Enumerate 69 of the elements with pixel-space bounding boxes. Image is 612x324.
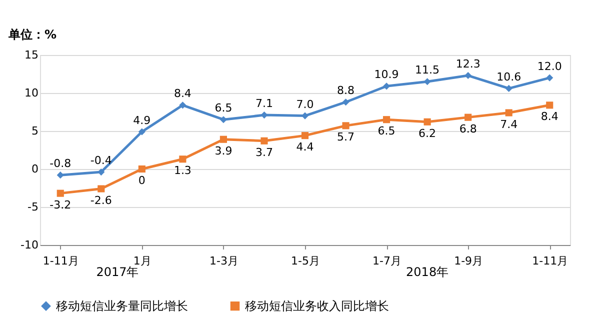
- point: [546, 102, 554, 109]
- data-label: 8.8: [337, 84, 355, 98]
- legend-label: 移动短信业务收入同比增长: [245, 299, 389, 314]
- text: 2017年: [96, 265, 139, 279]
- x-tick-label: 1-3月: [209, 254, 238, 268]
- x-tick-label: 1-11月: [532, 254, 568, 268]
- point: [505, 84, 512, 92]
- x-tick-label: 1-9月: [454, 254, 484, 268]
- text: 2018年: [406, 265, 449, 279]
- x-tick-label: 1-11月: [42, 254, 79, 268]
- point: [138, 165, 146, 173]
- data-label: 5.7: [337, 130, 355, 144]
- x-tick-label: 1-5月: [291, 254, 320, 268]
- data-label: 12.0: [537, 60, 562, 73]
- data-label: 4.9: [133, 114, 151, 127]
- data-label: 10.9: [374, 68, 399, 82]
- data-label: 10.6: [496, 70, 522, 84]
- data-label: 1.3: [174, 164, 192, 178]
- data-label: -0.4: [90, 154, 112, 168]
- data-label: 3.7: [255, 146, 273, 159]
- y-axis-title: 单位：%: [8, 28, 57, 42]
- data-label: -3.2: [50, 198, 72, 212]
- point: [464, 72, 472, 80]
- point: [220, 116, 227, 124]
- point: [260, 137, 268, 144]
- point: [342, 98, 350, 106]
- y-tick-label: 10: [24, 86, 38, 100]
- point: [424, 118, 431, 126]
- point: [260, 112, 268, 119]
- data-label: 7.1: [255, 97, 273, 110]
- data-label: 4.4: [296, 140, 314, 154]
- point: [505, 109, 512, 116]
- point: [301, 132, 309, 140]
- data-label: 0: [138, 174, 146, 187]
- y-tick-label: 5: [32, 124, 38, 138]
- point: [546, 74, 554, 82]
- data-label: 8.4: [174, 87, 192, 100]
- point: [342, 122, 350, 130]
- x-tick-label: 1月: [133, 254, 152, 268]
- x-tick-label: 1-7月: [372, 254, 402, 268]
- point: [56, 190, 64, 197]
- point: [424, 78, 431, 86]
- data-label: 6.5: [214, 102, 232, 115]
- point: [138, 128, 146, 136]
- point: [383, 116, 390, 124]
- data-label: 8.4: [540, 110, 558, 124]
- y-tick-label: -5: [28, 200, 38, 214]
- point: [56, 172, 64, 179]
- data-label: 6.2: [418, 126, 436, 140]
- point: [98, 185, 105, 192]
- point: [98, 168, 105, 176]
- point: [179, 156, 186, 163]
- data-label: 12.3: [456, 58, 480, 71]
- legend-label: 移动短信业务量同比增长: [56, 299, 188, 314]
- y-tick-label: 0: [32, 162, 38, 176]
- point: [179, 102, 186, 109]
- point: [220, 136, 227, 143]
- data-label: 7.0: [296, 98, 314, 111]
- data-label: 6.8: [459, 122, 477, 136]
- data-label: 6.5: [378, 124, 396, 138]
- y-tick-label: -10: [20, 238, 38, 252]
- data-label: -2.6: [90, 194, 112, 207]
- point: [464, 114, 472, 121]
- data-label: -0.8: [50, 157, 72, 170]
- data-label: 7.4: [500, 118, 518, 131]
- y-tick-label: 15: [24, 48, 38, 62]
- point: [383, 82, 390, 90]
- data-label: 3.9: [214, 144, 232, 158]
- data-label: 11.5: [415, 64, 440, 77]
